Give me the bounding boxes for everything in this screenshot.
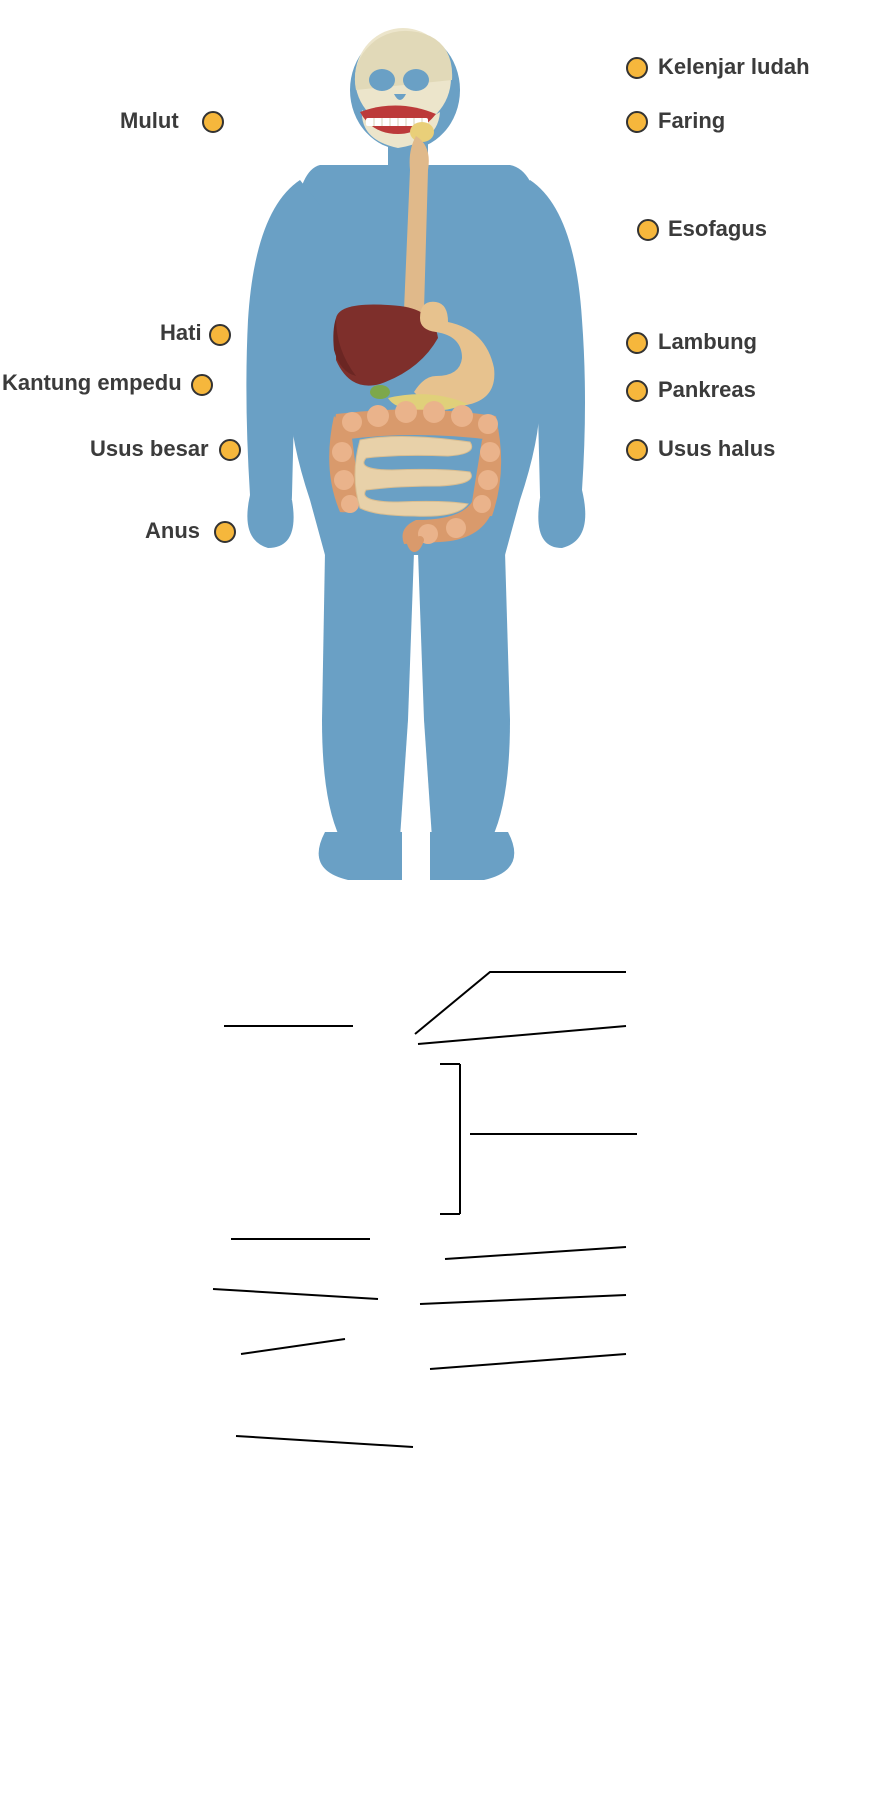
label-usushalus: Usus halus <box>658 436 775 462</box>
label-ususbesar: Usus besar <box>90 436 209 462</box>
label-pankreas: Pankreas <box>658 377 756 403</box>
dot-anus <box>214 521 236 543</box>
label-lambung: Lambung <box>658 329 757 355</box>
label-hati: Hati <box>160 320 202 346</box>
diagram-stage: Mulut Hati Kantung empedu Usus besar Anu… <box>0 0 885 904</box>
dot-lambung <box>626 332 648 354</box>
dot-mulut <box>202 111 224 133</box>
label-kantung: Kantung empedu <box>2 370 182 396</box>
dot-kantung <box>191 374 213 396</box>
label-anus: Anus <box>145 518 200 544</box>
label-esofagus: Esofagus <box>668 216 767 242</box>
dot-usushalus <box>626 439 648 461</box>
label-mulut: Mulut <box>120 108 179 134</box>
dot-faring <box>626 111 648 133</box>
dot-kelenjar <box>626 57 648 79</box>
dot-ususbesar <box>219 439 241 461</box>
label-faring: Faring <box>658 108 725 134</box>
label-kelenjar: Kelenjar ludah <box>658 54 810 80</box>
leader-lines <box>0 904 885 1808</box>
dot-pankreas <box>626 380 648 402</box>
dot-esofagus <box>637 219 659 241</box>
dot-hati <box>209 324 231 346</box>
